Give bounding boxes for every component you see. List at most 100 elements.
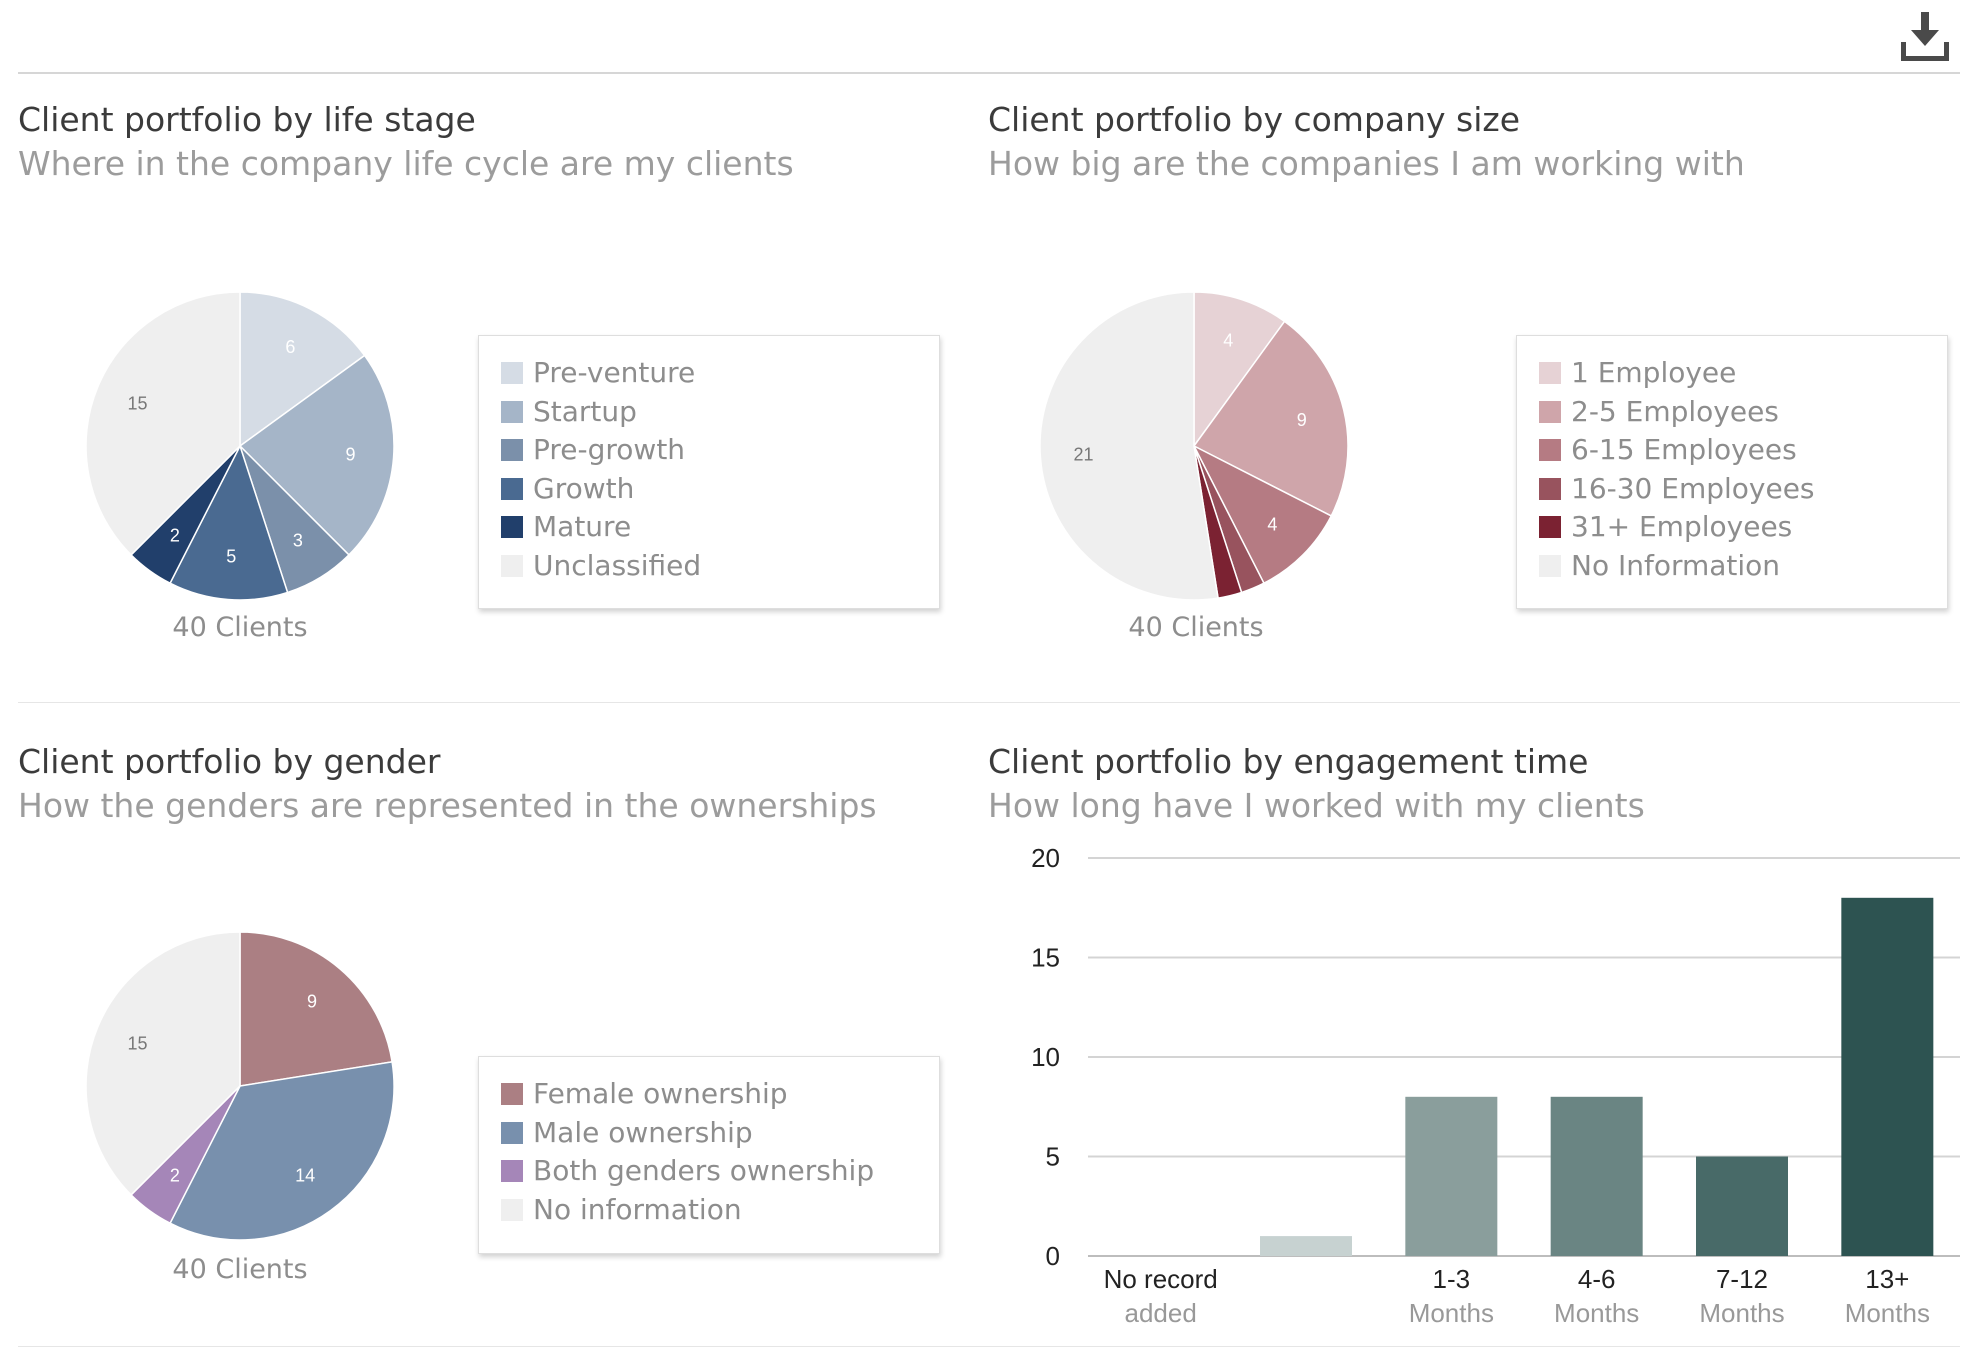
pie-data-label: 9 — [307, 992, 317, 1012]
legend-label: Growth — [533, 471, 635, 505]
pie-slice-unclassified — [85, 291, 241, 556]
pie-slice-1-employee — [1193, 291, 1286, 449]
pie-data-label: 2 — [170, 1166, 180, 1186]
legend-swatch — [501, 1121, 523, 1144]
pie-data-label: 2 — [170, 526, 180, 546]
gender-legend: Female ownership Male ownership Both gende… — [478, 1056, 940, 1254]
life-stage-pie: 6 9 3 5 2 15 — [85, 291, 395, 601]
y-tick-label: 15 — [1031, 943, 1060, 973]
legend-swatch — [1539, 554, 1561, 577]
gender-total: 40 Clients — [172, 1254, 308, 1285]
pie-data-label: 9 — [1297, 410, 1307, 430]
pie-slice-pre-venture — [239, 291, 366, 448]
pie-slice-no-information — [85, 931, 241, 1196]
legend-item-unclassified[interactable]: Unclassified — [501, 548, 702, 582]
legend-label: Pre-venture — [533, 356, 696, 389]
life-stage-title: Client portfolio by life stage — [18, 100, 476, 139]
pie-slice-female-ownership — [239, 931, 393, 1087]
pie-data-label: 21 — [1073, 445, 1093, 465]
legend-swatch — [501, 516, 523, 538]
bar-1-3-months — [1405, 1096, 1498, 1256]
legend-label: Mature — [533, 510, 632, 543]
legend-item-mature[interactable]: Mature — [501, 512, 631, 542]
legend-item-startup[interactable]: Startup — [501, 394, 637, 428]
pie-data-label: 14 — [295, 1166, 315, 1186]
legend-label: No information — [533, 1192, 742, 1226]
legend-label: 6-15 Employees — [1571, 433, 1797, 466]
bar-7-12-months — [1696, 1156, 1788, 1256]
gender-subtitle: How the genders are represented in the o… — [18, 786, 877, 825]
y-tick-label: 5 — [1046, 1142, 1060, 1172]
pie-slice-growth — [169, 444, 289, 601]
legend-swatch — [501, 1160, 523, 1182]
pie-data-label: 6 — [285, 337, 295, 357]
company-size-pie: 4 9 4 21 — [1039, 291, 1349, 601]
pie-slice-startup — [238, 354, 395, 556]
x-tick-label-line2: Months — [1845, 1298, 1930, 1328]
x-tick-label: 13+ — [1865, 1264, 1909, 1294]
legend-swatch — [1539, 516, 1561, 538]
company-size-subtitle: How big are the companies I am working w… — [988, 144, 1745, 183]
engagement-bar-chart: 0 5 10 15 20 No record added 1-3 Months 4-6 Months… — [1031, 843, 1960, 1328]
pie-data-label: 4 — [1223, 331, 1233, 351]
life-stage-panel: Client portfolio by life stage Where in … — [18, 100, 940, 660]
company-size-legend: 1 Employee 2-5 Employees 6-15 Employees 16-… — [1516, 335, 1948, 609]
x-tick-label: 1-3 — [1433, 1264, 1471, 1294]
legend-item-both-genders-ownership[interactable]: Both genders ownership — [501, 1156, 874, 1186]
legend-swatch — [501, 1083, 523, 1105]
bar-unlabeled — [1260, 1236, 1352, 1256]
legend-label: 1 Employee — [1571, 356, 1737, 389]
legend-label: No Information — [1571, 548, 1781, 582]
life-stage-legend: Pre-venture Startup Pre-growth Growth Mature… — [478, 335, 940, 609]
gender-panel: Client portfolio by gender How the gende… — [18, 742, 940, 1322]
pie-slice-male-ownership — [169, 1061, 395, 1241]
legend-item-2-5-employees[interactable]: 2-5 Employees — [1539, 394, 1779, 428]
x-tick-label-line2: added — [1125, 1298, 1197, 1328]
pie-slice-6-15-employees — [1192, 444, 1333, 585]
legend-item-31-employees[interactable]: 31+ Employees — [1539, 512, 1792, 542]
life-stage-subtitle: Where in the company life cycle are my c… — [18, 144, 794, 183]
pie-data-label: 4 — [1267, 514, 1277, 534]
pie-data-label: 15 — [128, 394, 148, 414]
legend-label: Male ownership — [533, 1115, 753, 1149]
download-button[interactable] — [1896, 8, 1954, 66]
legend-label: 2-5 Employees — [1571, 394, 1779, 428]
pie-data-label: 15 — [128, 1034, 148, 1054]
legend-item-no-information[interactable]: No Information — [1539, 548, 1781, 582]
company-size-panel: Client portfolio by company size How big… — [988, 100, 1960, 660]
legend-swatch — [1539, 439, 1561, 461]
legend-item-pre-growth[interactable]: Pre-growth — [501, 435, 685, 465]
legend-item-growth[interactable]: Growth — [501, 471, 635, 505]
download-icon — [1901, 12, 1949, 61]
pie-data-label: 3 — [293, 531, 303, 551]
legend-item-16-30-employees[interactable]: 16-30 Employees — [1539, 471, 1815, 505]
engagement-subtitle: How long have I worked with my clients — [988, 786, 1645, 825]
y-tick-label: 20 — [1031, 843, 1060, 873]
pie-data-label: 5 — [226, 547, 236, 567]
legend-item-1-employee[interactable]: 1 Employee — [1539, 358, 1736, 388]
x-tick-label: 4-6 — [1578, 1264, 1616, 1294]
company-size-total: 40 Clients — [1128, 612, 1264, 643]
legend-label: Startup — [533, 394, 637, 428]
legend-item-6-15-employees[interactable]: 6-15 Employees — [1539, 435, 1797, 465]
legend-item-no-information[interactable]: No information — [501, 1192, 742, 1226]
header-divider — [18, 72, 1960, 74]
pie-data-label: 9 — [346, 445, 356, 465]
x-tick-label-line2: Months — [1409, 1298, 1494, 1328]
x-tick-label-line2: Months — [1699, 1298, 1784, 1328]
legend-item-pre-venture[interactable]: Pre-venture — [501, 358, 695, 388]
legend-item-male-ownership[interactable]: Male ownership — [501, 1115, 753, 1149]
bottom-divider — [18, 1346, 1960, 1347]
x-tick-label: 7-12 — [1716, 1264, 1768, 1294]
legend-swatch — [501, 362, 523, 384]
legend-swatch — [1539, 400, 1561, 423]
legend-label: Both genders ownership — [533, 1154, 875, 1187]
legend-item-female-ownership[interactable]: Female ownership — [501, 1079, 788, 1109]
legend-swatch — [501, 1198, 523, 1221]
engagement-title: Client portfolio by engagement time — [988, 742, 1589, 781]
legend-label: Unclassified — [533, 548, 702, 582]
y-tick-label: 10 — [1031, 1042, 1060, 1072]
row-divider — [18, 702, 1960, 703]
x-tick-label: No record — [1104, 1264, 1218, 1294]
legend-label: 16-30 Employees — [1571, 471, 1815, 505]
